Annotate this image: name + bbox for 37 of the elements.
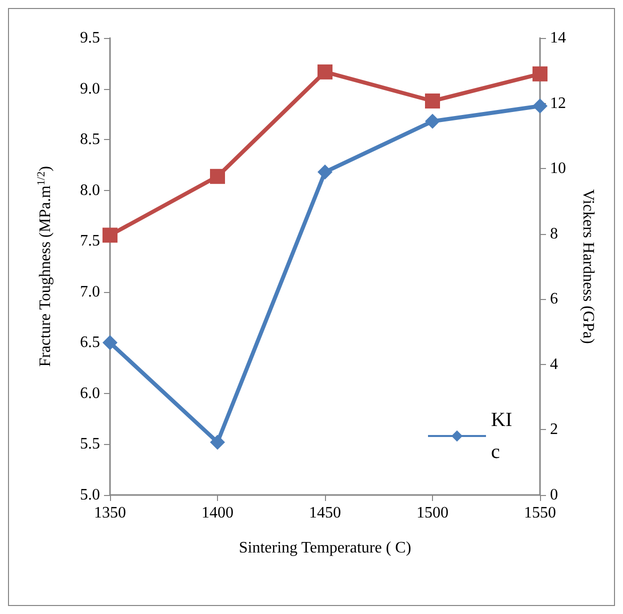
y2-tick-label: 2 [550, 421, 558, 438]
point [102, 228, 118, 243]
y-tick-label: 8.5 [80, 131, 100, 148]
point [210, 168, 225, 184]
point [532, 98, 548, 114]
point [425, 94, 440, 108]
y-tick-label: 7.0 [80, 283, 100, 300]
y-tick-label: 5.5 [80, 436, 100, 453]
y-tick-label: 9.5 [80, 30, 100, 46]
y2-tick-label: 14 [550, 30, 566, 46]
y-axis-title: Fracture Toughness (MPa.m1/2) [36, 166, 54, 367]
x-tick-label: 1500 [416, 504, 448, 522]
y2-tick-label: 6 [550, 290, 558, 308]
point [318, 64, 332, 80]
point [318, 164, 332, 180]
point [425, 114, 440, 129]
point [532, 66, 548, 82]
point [102, 335, 118, 350]
y2-tick-label: 8 [550, 225, 558, 242]
y-tick-label: 8.0 [80, 182, 100, 199]
x-axis-title: Sintering Temperature ( C) [238, 540, 412, 556]
y2-tick-label: 4 [550, 356, 558, 373]
legend-label: KIc [491, 409, 512, 463]
y2-tick-label: 10 [550, 160, 566, 178]
y-tick-label: 6.0 [80, 384, 100, 402]
y2-axis-title: Vickers Hardness (GPa) [580, 189, 596, 344]
y2-tick-label: 0 [550, 486, 558, 504]
point [210, 434, 225, 450]
x-tick-label: 1400 [202, 504, 234, 522]
x-tick-label: 1550 [524, 504, 556, 522]
y-tick-label: 6.5 [80, 334, 100, 352]
x-tick-label: 1450 [309, 504, 341, 522]
y-tick-label: 7.5 [80, 232, 100, 250]
y-tick-label: 5.0 [80, 486, 100, 504]
y2-tick-label: 12 [550, 94, 566, 112]
x-tick-label: 1350 [94, 504, 126, 522]
y-tick-label: 9.0 [80, 80, 100, 98]
